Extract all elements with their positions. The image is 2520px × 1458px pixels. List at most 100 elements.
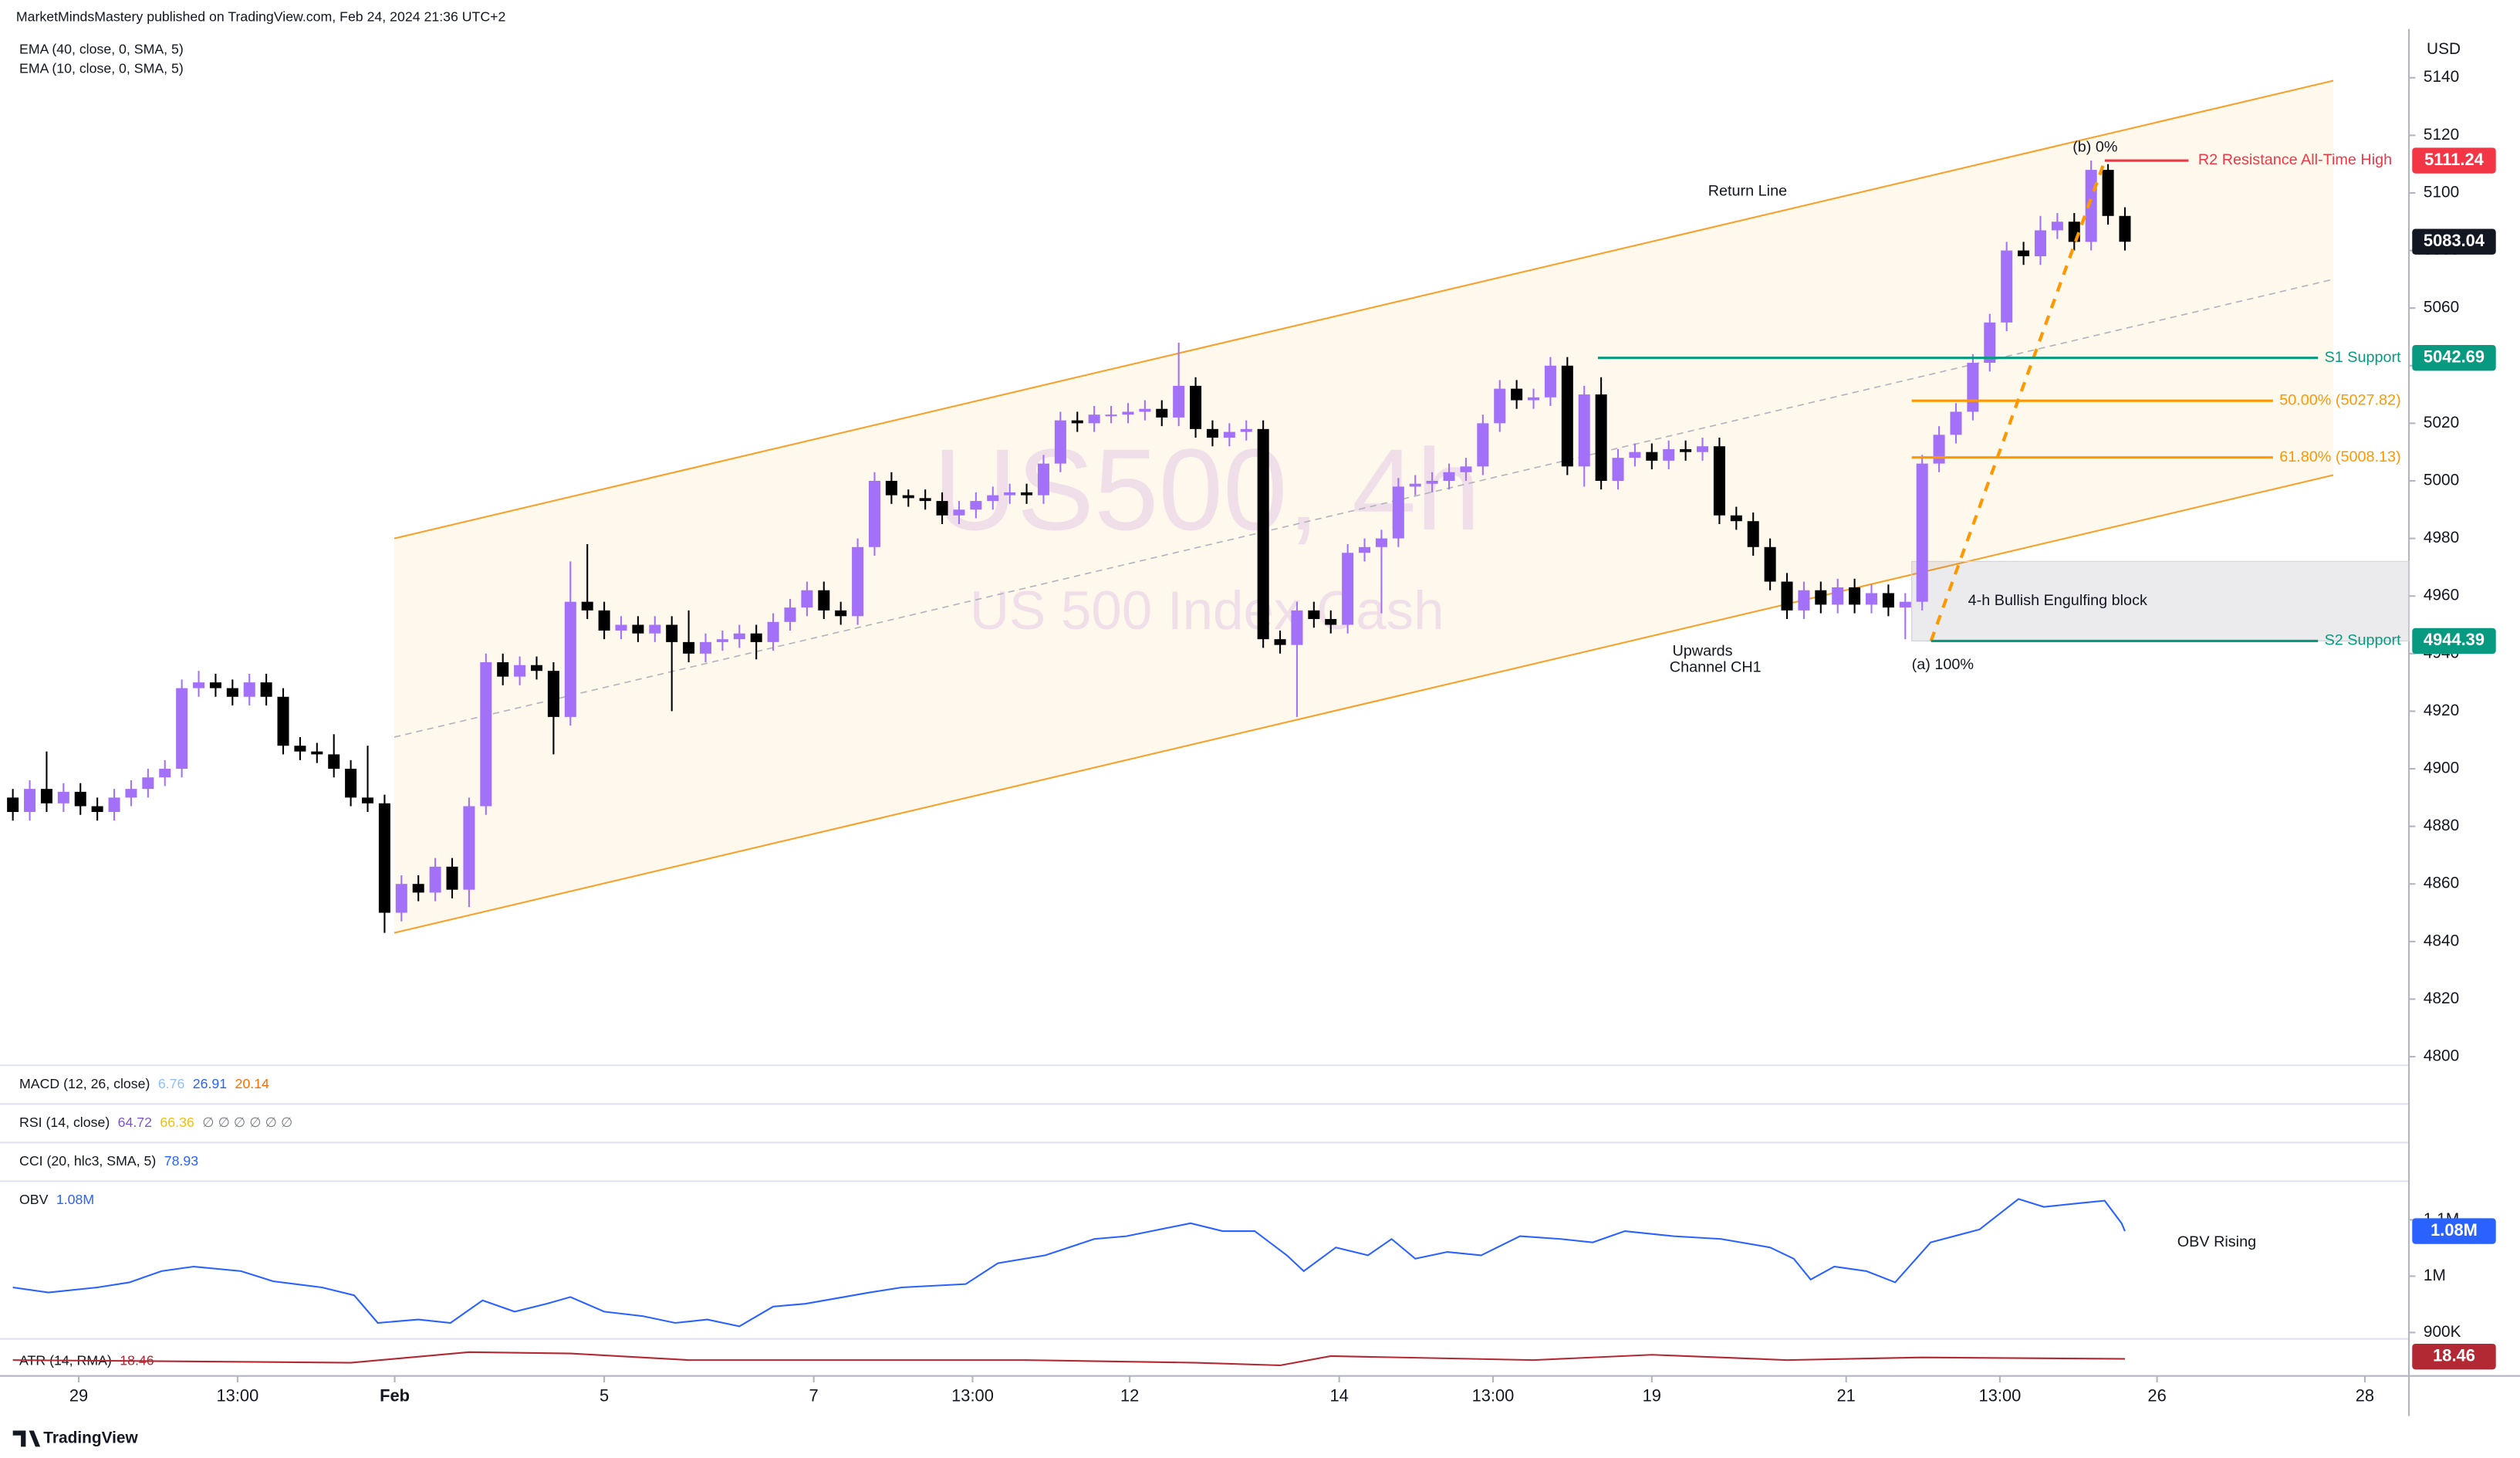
level-price-tag: 4944.39 (2424, 630, 2485, 649)
candle-body (1595, 394, 1607, 481)
candle-body (868, 480, 880, 547)
candle-body (1984, 322, 1996, 364)
pane-legend: 78.93 (164, 1153, 198, 1169)
engulfing-block (1911, 560, 2410, 642)
candle-body (1460, 466, 1472, 472)
candle-body (1511, 388, 1523, 401)
candle-body (2119, 215, 2131, 242)
y-tick-label: 5140 (2424, 68, 2459, 86)
atr-value-tag-box (2412, 1343, 2496, 1370)
footer-logo: TradingView (43, 1429, 138, 1446)
pane-legend: 64.72 (118, 1115, 152, 1130)
candle-body (1342, 553, 1354, 625)
candle-body (1291, 610, 1303, 645)
candle-body (7, 797, 19, 812)
candle-body (1071, 420, 1083, 424)
candle-body (1713, 446, 1725, 516)
channel-line (394, 474, 2334, 934)
candle-body (784, 607, 796, 622)
candle-body (2068, 222, 2080, 242)
publisher: MarketMindsMastery published on TradingV… (16, 9, 506, 25)
x-tick-label: 29 (69, 1386, 88, 1406)
candle-body (1004, 492, 1016, 496)
pane-legend: 6.76 (158, 1076, 185, 1091)
candle-body (1359, 546, 1371, 553)
watermark-title: US500, 4h (933, 425, 1481, 554)
candle-body (598, 610, 610, 631)
candle-body (1139, 408, 1151, 412)
x-tick-label: 26 (2147, 1386, 2166, 1406)
candle-body (91, 806, 103, 812)
candle-body (615, 624, 627, 631)
y-tick-label: 4920 (2424, 702, 2459, 719)
candle-body (345, 769, 357, 798)
pane-legend: 26.91 (193, 1076, 227, 1091)
level-price-tag-box (2412, 345, 2496, 371)
indicator-legend: EMA (10, close, 0, SMA, 5) (19, 60, 184, 76)
y-tick-label: 4860 (2424, 874, 2459, 892)
candle-body (1375, 538, 1387, 547)
candle-body (1561, 365, 1573, 467)
y-tick-label: 4980 (2424, 529, 2459, 546)
level-label: S2 Support (2325, 632, 2402, 649)
candle-body (176, 688, 188, 770)
level-label: S1 Support (2325, 349, 2402, 366)
x-tick-label: 14 (1330, 1386, 1349, 1406)
candle-body (1933, 435, 1945, 464)
candle-body (581, 601, 593, 611)
x-tick-label: 28 (2356, 1386, 2374, 1406)
candle-body (1037, 463, 1049, 496)
candle-body (209, 682, 221, 688)
candle-body (328, 754, 340, 770)
candle-body (193, 682, 205, 688)
x-tick-label: 21 (1836, 1386, 1855, 1406)
candle-body (2001, 250, 2013, 323)
return-line-label: Return Line (1708, 182, 1787, 199)
candle-body (716, 639, 728, 642)
candle-body (1392, 486, 1404, 539)
y-tick-label: 5000 (2424, 471, 2459, 489)
candle-body (1544, 365, 1556, 397)
candle-body (1815, 590, 1827, 605)
candle-body (818, 590, 830, 611)
candle-body (801, 590, 813, 608)
y-tick-label: 5100 (2424, 183, 2459, 201)
candle-body (1105, 414, 1117, 417)
candle-body (1257, 428, 1269, 640)
x-tick-label: 13:00 (951, 1386, 994, 1406)
candle-body (1849, 587, 1861, 605)
y-tick-label: 5060 (2424, 299, 2459, 316)
pane-legend: 1.08M (56, 1192, 94, 1207)
candle-body (1916, 463, 1928, 602)
channel-fill (394, 80, 2334, 933)
candle-body (1882, 593, 1894, 608)
candle-body (159, 769, 171, 778)
candle-body (142, 777, 154, 790)
indicator-legend: EMA (40, close, 0, SMA, 5) (19, 41, 184, 56)
candle-body (953, 509, 965, 516)
candle-body (1021, 492, 1033, 496)
candle-body (1528, 397, 1540, 401)
obv-value-tag-box (2412, 1218, 2496, 1244)
candle-body (1206, 428, 1218, 438)
last-price-tag-box (2412, 228, 2496, 255)
candle-body (1240, 428, 1252, 432)
candle-body (463, 806, 475, 890)
x-tick-label: 13:00 (1979, 1386, 2022, 1406)
y-tick-label: 5020 (2424, 414, 2459, 431)
candle-body (1426, 480, 1438, 484)
candle-body (1054, 420, 1066, 464)
pane-legend: CCI (20, hlc3, SMA, 5) (19, 1153, 156, 1169)
candle-body (970, 501, 982, 510)
y-tick-label: 4800 (2424, 1047, 2459, 1065)
candle-body (919, 498, 931, 502)
candle-body (1156, 408, 1168, 418)
level-label: R2 Resistance All-Time High (2198, 151, 2392, 168)
obv-value-tag: 1.08M (2430, 1220, 2478, 1240)
candle-body (1612, 458, 1624, 481)
channel-midline (394, 279, 2334, 738)
candle-body (429, 866, 441, 893)
y-tick-label: 4900 (2424, 759, 2459, 777)
y-tick-label: 5120 (2424, 126, 2459, 144)
candle-body (1088, 414, 1100, 424)
